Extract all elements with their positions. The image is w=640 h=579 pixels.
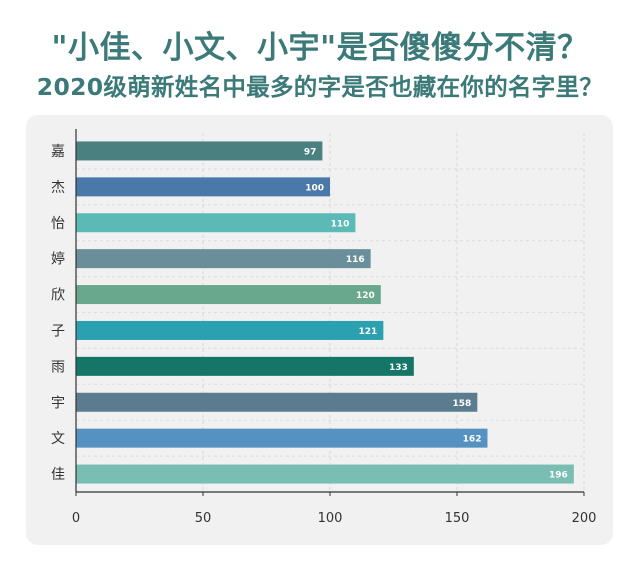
main-title: "小佳、小文、小宇"是否傻傻分不清？	[51, 30, 589, 66]
bar-4	[76, 285, 381, 305]
category-label-0: 嘉	[51, 144, 65, 160]
category-label-2: 怡	[51, 216, 65, 232]
value-label-5: 121	[359, 327, 378, 337]
value-label-7: 158	[453, 399, 472, 409]
value-label-9: 196	[549, 471, 568, 481]
x-tick-label-0: 0	[72, 511, 80, 526]
subtitle: 2020级萌新姓名中最多的字是否也藏在你的名字里？	[36, 73, 604, 101]
bar-3	[76, 249, 371, 269]
value-label-8: 162	[463, 435, 482, 445]
bar-7	[76, 392, 478, 412]
category-label-3: 婷	[51, 252, 65, 268]
category-label-9: 佳	[51, 467, 65, 483]
value-label-1: 100	[305, 183, 324, 193]
category-label-1: 杰	[51, 180, 65, 196]
bar-0	[76, 141, 323, 161]
category-label-8: 文	[51, 431, 65, 447]
bar-9	[76, 464, 574, 484]
value-label-3: 116	[346, 255, 365, 265]
x-tick-label-4: 200	[572, 511, 597, 526]
bar-1	[76, 177, 330, 197]
value-label-4: 120	[356, 291, 375, 301]
category-label-6: 雨	[51, 359, 65, 375]
bar-2	[76, 213, 356, 233]
bar-6	[76, 356, 414, 376]
category-label-5: 子	[51, 323, 65, 339]
x-tick-label-1: 50	[195, 511, 212, 526]
x-tick-label-2: 100	[318, 511, 343, 526]
x-tick-label-3: 150	[445, 511, 470, 526]
bar-5	[76, 320, 384, 340]
value-label-2: 110	[331, 219, 350, 229]
value-label-6: 133	[389, 363, 408, 373]
value-label-0: 97	[304, 147, 317, 157]
category-label-4: 欣	[51, 288, 65, 304]
category-label-7: 宇	[51, 395, 65, 411]
bar-8	[76, 428, 488, 448]
